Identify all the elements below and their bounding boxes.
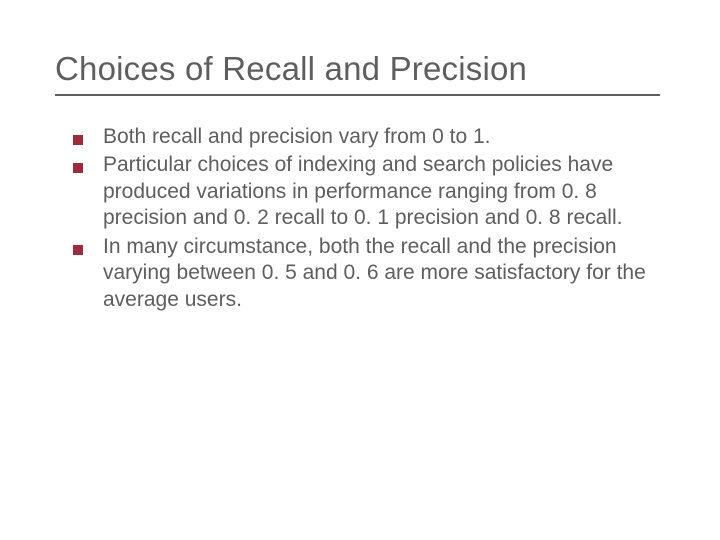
list-item: Particular choices of indexing and searc… — [73, 152, 680, 231]
title-underline — [55, 94, 660, 96]
bullet-text: Both recall and precision vary from 0 to… — [103, 124, 491, 150]
slide: Choices of Recall and Precision Both rec… — [0, 0, 720, 540]
square-bullet-icon — [73, 160, 83, 170]
square-bullet-icon — [73, 132, 83, 142]
list-item: Both recall and precision vary from 0 to… — [73, 124, 680, 150]
square-bullet-icon — [73, 242, 83, 252]
bullet-text: In many circumstance, both the recall an… — [103, 234, 673, 313]
list-item: In many circumstance, both the recall an… — [73, 234, 680, 313]
slide-title: Choices of Recall and Precision — [55, 50, 680, 88]
bullet-text: Particular choices of indexing and searc… — [103, 152, 673, 231]
bullet-list: Both recall and precision vary from 0 to… — [55, 124, 680, 313]
